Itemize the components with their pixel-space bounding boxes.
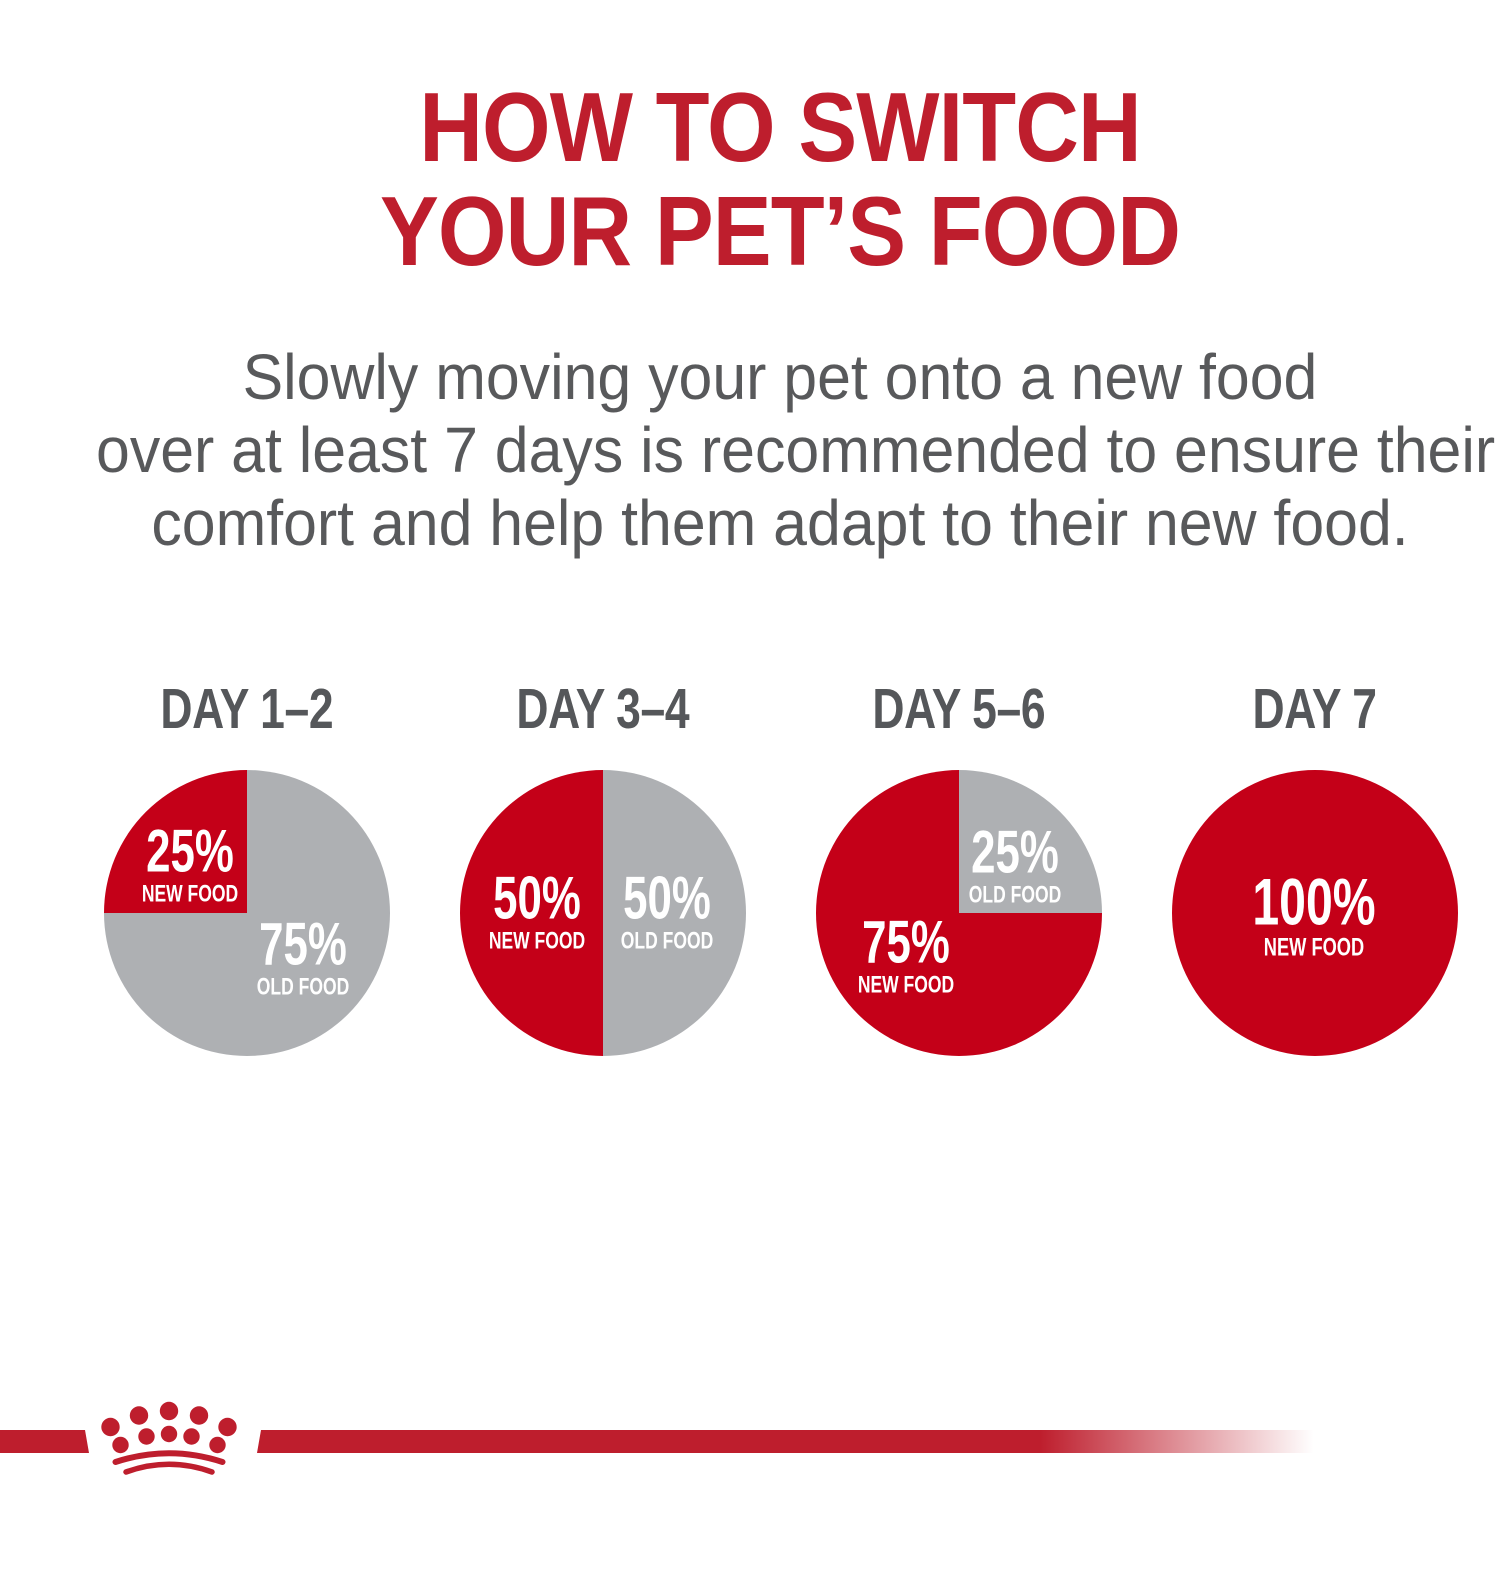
day-column-3-4: DAY 3–4 50% NEW FOOD 50% OLD FOOD bbox=[425, 681, 781, 1056]
slice-percent: 50% bbox=[623, 864, 712, 932]
slice-percent: 100% bbox=[1251, 864, 1376, 939]
slice-name: NEW FOOD bbox=[857, 971, 955, 999]
crown-base-arcs bbox=[112, 1450, 226, 1475]
slice-name: NEW FOOD bbox=[489, 927, 586, 955]
day-label: DAY 1–2 bbox=[160, 677, 334, 741]
page-title-line-1: HOW TO SWITCH bbox=[419, 72, 1142, 182]
brand-bar-left-segment bbox=[0, 1430, 89, 1453]
crown-outer-dots bbox=[101, 1401, 237, 1437]
pie-slice-label-new-food: 25% NEW FOOD bbox=[142, 817, 239, 908]
pie-slice-label-old-food: 75% OLD FOOD bbox=[256, 910, 349, 1001]
subtitle-line-1: Slowly moving your pet onto a new food bbox=[242, 341, 1318, 413]
page-title: HOW TO SWITCH YOUR PET’S FOOD bbox=[60, 75, 1500, 283]
subtitle-line-2: over at least 7 days is recommended to e… bbox=[96, 414, 1496, 486]
slice-name: NEW FOOD bbox=[1263, 933, 1364, 962]
day-column-7: DAY 7 100% NEW FOOD bbox=[1137, 681, 1493, 1056]
day-label: DAY 5–6 bbox=[872, 677, 1046, 741]
slice-percent: 75% bbox=[258, 910, 347, 978]
pie-slice-label-new-food: 75% NEW FOOD bbox=[857, 908, 955, 999]
infographic-page: { "title": { "line1": "HOW TO SWITCH", "… bbox=[0, 75, 1500, 1575]
pie-slice-label-new-food: 100% NEW FOOD bbox=[1251, 864, 1376, 962]
slice-percent: 25% bbox=[146, 817, 235, 885]
page-title-line-2: YOUR PET’S FOOD bbox=[380, 176, 1181, 286]
page-subtitle: Slowly moving your pet onto a new food o… bbox=[96, 341, 1496, 560]
pie-chart-day-1-2: 25% NEW FOOD 75% OLD FOOD bbox=[104, 770, 390, 1056]
day-label: DAY 7 bbox=[1252, 677, 1378, 741]
pie-chart-day-5-6: 75% NEW FOOD 25% OLD FOOD bbox=[816, 770, 1102, 1056]
day-column-5-6: DAY 5–6 75% NEW FOOD 25% OLD FOOD bbox=[781, 681, 1137, 1056]
slice-name: OLD FOOD bbox=[968, 881, 1061, 909]
slice-name: OLD FOOD bbox=[621, 927, 714, 955]
slice-percent: 25% bbox=[970, 818, 1059, 886]
pie-chart-day-3-4: 50% NEW FOOD 50% OLD FOOD bbox=[460, 770, 746, 1056]
day-label: DAY 3–4 bbox=[516, 677, 690, 741]
pie-slice-label-old-food: 25% OLD FOOD bbox=[968, 818, 1061, 909]
pie-chart-day-7: 100% NEW FOOD bbox=[1172, 770, 1458, 1056]
pie-charts-row: DAY 1–2 25% NEW FOOD 75% OLD FOOD DAY 3–… bbox=[69, 681, 1493, 1056]
slice-percent: 50% bbox=[493, 864, 582, 932]
slice-percent: 75% bbox=[862, 908, 950, 976]
brand-bar-right-segment bbox=[257, 1430, 1500, 1453]
slice-name: OLD FOOD bbox=[256, 973, 349, 1001]
royal-canin-crown-icon bbox=[101, 1401, 237, 1475]
crown-inner-dots bbox=[112, 1425, 226, 1454]
day-column-1-2: DAY 1–2 25% NEW FOOD 75% OLD FOOD bbox=[69, 681, 425, 1056]
content-area: HOW TO SWITCH YOUR PET’S FOOD Slowly mov… bbox=[0, 75, 1500, 1056]
pie-slice-label-new-food: 50% NEW FOOD bbox=[489, 864, 586, 955]
subtitle-line-3: comfort and help them adapt to their new… bbox=[151, 487, 1409, 559]
slice-name: NEW FOOD bbox=[142, 880, 239, 908]
pie-slice-label-old-food: 50% OLD FOOD bbox=[621, 864, 714, 955]
